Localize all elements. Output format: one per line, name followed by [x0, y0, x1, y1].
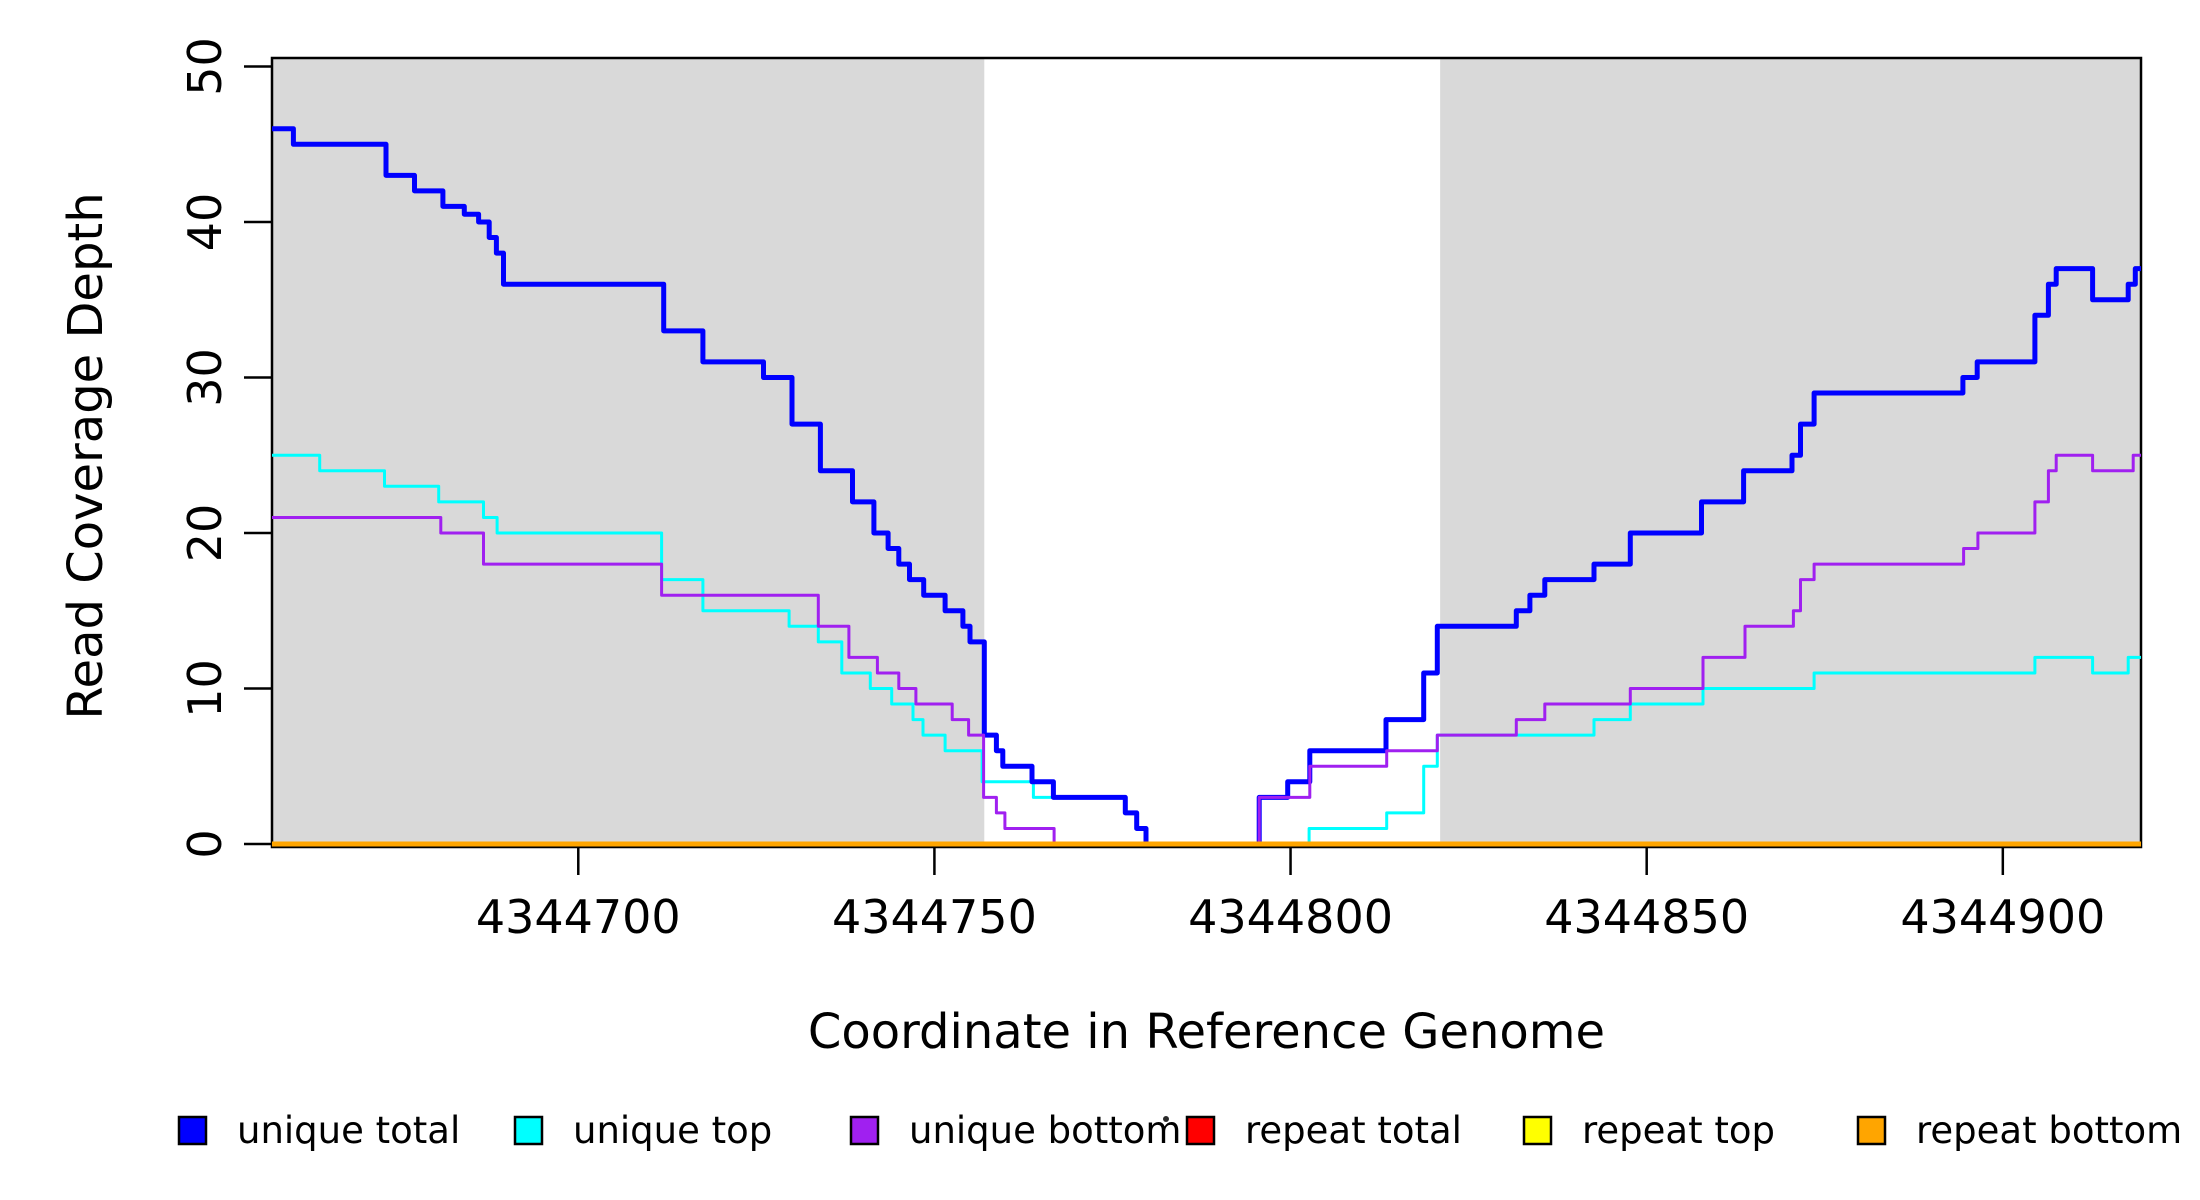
legend: unique total unique top unique bottom repea… — [177, 1109, 2182, 1152]
legend-item-repeat-total: repeat total — [1185, 1109, 1462, 1152]
x-axis-title: Coordinate in Reference Genome — [808, 1004, 1605, 1060]
y-tick-label: 0 — [178, 829, 232, 858]
legend-swatch — [849, 1115, 880, 1146]
x-axis: 4344700 4344750 4344800 4344850 4344900 — [476, 847, 2105, 944]
legend-label: unique top — [573, 1109, 772, 1152]
legend-label: repeat bottom — [1916, 1109, 2182, 1152]
x-tick-label: 4344900 — [1900, 890, 2105, 944]
y-tick-label: 40 — [178, 193, 232, 252]
legend-label: unique total — [237, 1109, 460, 1152]
series-lines — [272, 126, 2141, 847]
x-tick-label: 4344850 — [1544, 890, 1749, 944]
y-tick-label: 50 — [178, 37, 232, 96]
repeat-region-right — [1440, 58, 2141, 847]
series-unique-bottom-line — [272, 453, 2141, 846]
legend-item-unique-top: unique top — [513, 1109, 772, 1152]
stray-dot — [1163, 1116, 1169, 1122]
legend-item-repeat-top: repeat top — [1522, 1109, 1775, 1152]
legend-swatch — [1522, 1115, 1553, 1146]
repeat-shaded-regions — [272, 58, 2141, 847]
y-axis-title: Read Coverage Depth — [58, 192, 114, 719]
legend-swatch — [513, 1115, 544, 1146]
legend-label: repeat top — [1582, 1109, 1775, 1152]
legend-item-repeat-bottom: repeat bottom — [1856, 1109, 2182, 1152]
legend-item-unique-bottom: unique bottom — [849, 1109, 1181, 1152]
series-unique-total-line — [272, 126, 2141, 847]
x-tick-label: 4344700 — [476, 890, 681, 944]
legend-item-unique-total: unique total — [177, 1109, 460, 1152]
legend-swatch — [177, 1115, 208, 1146]
legend-label: repeat total — [1245, 1109, 1462, 1152]
legend-label: unique bottom — [909, 1109, 1181, 1152]
repeat-region-left — [272, 58, 985, 847]
plot-area — [272, 58, 2141, 847]
legend-swatch — [1185, 1115, 1216, 1146]
plot-border — [270, 56, 2143, 849]
y-tick-label: 30 — [178, 348, 232, 407]
x-tick-label: 4344800 — [1188, 890, 1393, 944]
x-tick-label: 4344750 — [832, 890, 1037, 944]
y-tick-label: 10 — [178, 659, 232, 718]
legend-swatch — [1856, 1115, 1887, 1146]
y-axis: 0 10 20 30 40 50 — [178, 37, 272, 859]
y-tick-label: 20 — [178, 504, 232, 563]
